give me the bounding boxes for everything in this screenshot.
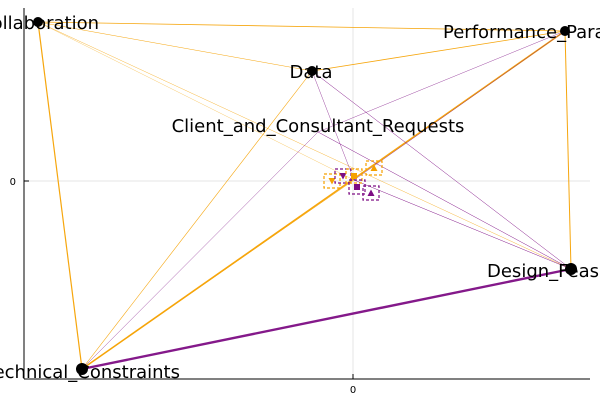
x-tick-label: 0: [350, 385, 356, 396]
edge-data-center: [311, 70, 355, 181]
center-marker-square: [348, 179, 366, 195]
nodes-layer: [33, 17, 577, 375]
center-marker-glyph: [328, 178, 336, 185]
node-collaboration: [33, 17, 43, 27]
center-marker-triangle-down: [323, 173, 341, 189]
edge-collaboration-center: [37, 21, 355, 181]
edge-design-center: [353, 179, 572, 270]
edge-data-design: [311, 70, 572, 270]
node-data: [307, 66, 317, 76]
edge-performance-design: [564, 30, 572, 270]
center-cluster: [323, 160, 383, 201]
center-marker-glyph: [370, 164, 378, 171]
center-marker-square: [345, 168, 363, 184]
axes-layer: 0 0: [10, 8, 590, 396]
node-label-data: Data: [290, 62, 333, 83]
center-marker-glyph: [354, 184, 360, 190]
node-performance: [560, 26, 570, 36]
center-marker-box: [348, 179, 366, 195]
center-marker-triangle-up: [365, 160, 383, 176]
edge-performance-technical: [81, 30, 566, 370]
node-design: [565, 263, 577, 275]
node-label-performance: Performance_Parameters: [443, 22, 600, 43]
node-technical: [76, 363, 88, 375]
edge-collaboration-performance: [37, 21, 566, 32]
edge-client-technical: [81, 131, 319, 370]
edge-performance-client: [317, 30, 566, 133]
edges-layer: [37, 21, 572, 371]
center-marker-box: [362, 185, 380, 201]
edge-data-technical: [81, 70, 313, 370]
node-label-collaboration: Collaboration: [0, 13, 99, 34]
center-marker-glyph: [339, 173, 347, 180]
edge-performance-data: [311, 30, 566, 72]
center-marker-triangle-up: [362, 185, 380, 201]
center-marker-box: [365, 160, 383, 176]
center-marker-box: [323, 173, 341, 189]
edge-performance-center: [353, 30, 566, 181]
center-marker-glyph: [351, 173, 357, 179]
node-label-client: Client_and_Consultant_Requests: [172, 116, 465, 137]
edge-technical-center: [81, 179, 355, 370]
edge-collaboration-data: [37, 21, 313, 72]
node-label-design: Design_Feasibility: [487, 261, 600, 282]
edge-design-technical: [81, 267, 572, 371]
center-marker-box: [345, 168, 363, 184]
edge-collaboration-technical: [37, 21, 83, 370]
center-marker-glyph: [367, 189, 375, 196]
labels-layer: Collaboration Performance_Parameters Data C…: [0, 13, 600, 383]
edge-client-design: [317, 131, 572, 270]
y-tick-label: 0: [10, 177, 16, 188]
node-label-technical: Technical_Constraints: [0, 362, 180, 383]
